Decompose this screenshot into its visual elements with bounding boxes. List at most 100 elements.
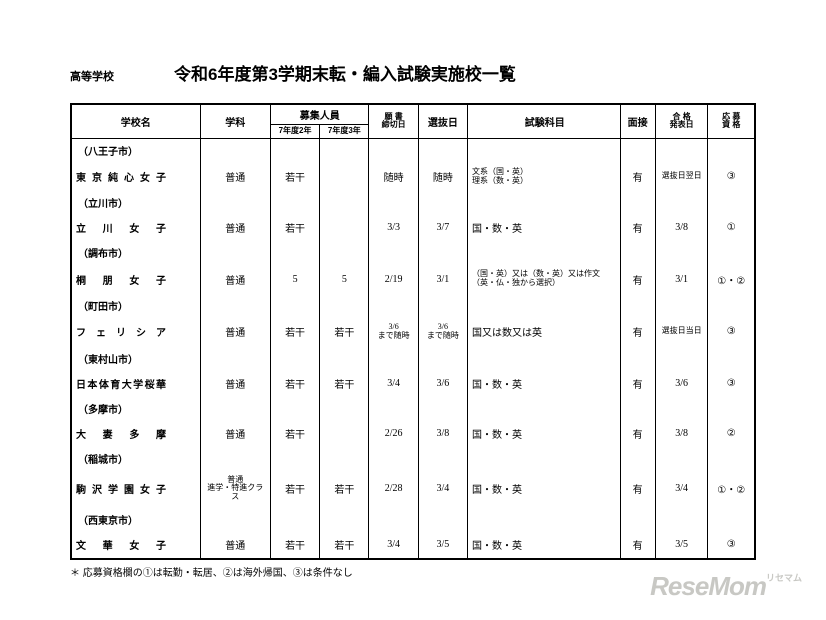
empty-cell bbox=[655, 294, 708, 317]
empty-cell bbox=[655, 241, 708, 264]
cell-interview: 有 bbox=[620, 370, 655, 397]
cell-result: 3/8 bbox=[655, 214, 708, 241]
cell-cap2: 若干 bbox=[270, 420, 319, 447]
col-subjects: 試験科目 bbox=[468, 104, 621, 138]
school-type-label: 高等学校 bbox=[70, 68, 114, 84]
empty-cell bbox=[369, 241, 418, 264]
cell-dept: 普通 bbox=[200, 162, 270, 192]
cell-dept: 普通 bbox=[200, 214, 270, 241]
empty-cell bbox=[468, 191, 621, 214]
col-dept: 学科 bbox=[200, 104, 270, 138]
cell-subjects: 国・数・英 bbox=[468, 531, 621, 559]
cell-selection: 随時 bbox=[418, 162, 467, 192]
city-cell: （調布市） bbox=[71, 241, 200, 264]
cell-result: 3/5 bbox=[655, 531, 708, 559]
empty-cell bbox=[270, 241, 319, 264]
empty-cell bbox=[270, 508, 319, 531]
cell-cap2: 5 bbox=[270, 264, 319, 294]
watermark: ReseMomリセマム bbox=[650, 571, 802, 602]
city-row: （立川市） bbox=[71, 191, 755, 214]
city-row: （稲城市） bbox=[71, 447, 755, 470]
empty-cell bbox=[270, 347, 319, 370]
empty-cell bbox=[418, 241, 467, 264]
table-row: 駒沢学園女子普通 進学・特進クラス若干若干2/283/4国・数・英有3/4①・② bbox=[71, 470, 755, 508]
col-selection: 選抜日 bbox=[418, 104, 467, 138]
cell-subjects: 国・数・英 bbox=[468, 420, 621, 447]
cell-interview: 有 bbox=[620, 531, 655, 559]
empty-cell bbox=[468, 508, 621, 531]
empty-cell bbox=[200, 191, 270, 214]
city-cell: （西東京市） bbox=[71, 508, 200, 531]
empty-cell bbox=[270, 397, 319, 420]
cell-qual: ③ bbox=[708, 317, 755, 347]
empty-cell bbox=[620, 508, 655, 531]
empty-cell bbox=[369, 397, 418, 420]
empty-cell bbox=[708, 191, 755, 214]
col-qualification: 応 募 資 格 bbox=[708, 104, 755, 138]
empty-cell bbox=[418, 294, 467, 317]
cell-deadline: 3/4 bbox=[369, 531, 418, 559]
col-capacity: 募集人員 bbox=[270, 104, 369, 125]
cell-cap2: 若干 bbox=[270, 317, 319, 347]
empty-cell bbox=[620, 191, 655, 214]
cell-selection: 3/6 まで随時 bbox=[418, 317, 467, 347]
empty-cell bbox=[320, 294, 369, 317]
empty-cell bbox=[620, 138, 655, 162]
cell-deadline: 3/3 bbox=[369, 214, 418, 241]
cell-qual: ③ bbox=[708, 162, 755, 192]
empty-cell bbox=[468, 294, 621, 317]
cell-cap3: 若干 bbox=[320, 470, 369, 508]
empty-cell bbox=[655, 397, 708, 420]
empty-cell bbox=[270, 447, 319, 470]
empty-cell bbox=[620, 447, 655, 470]
cell-cap2: 若干 bbox=[270, 370, 319, 397]
empty-cell bbox=[468, 447, 621, 470]
header-row: 高等学校 令和6年度第3学期末転・編入試験実施校一覧 bbox=[70, 60, 756, 85]
city-row: （西東京市） bbox=[71, 508, 755, 531]
cell-deadline: 2/19 bbox=[369, 264, 418, 294]
cell-interview: 有 bbox=[620, 420, 655, 447]
empty-cell bbox=[655, 138, 708, 162]
empty-cell bbox=[270, 294, 319, 317]
empty-cell bbox=[418, 447, 467, 470]
table-row: 大 妻 多 摩普通若干2/263/8国・数・英有3/8② bbox=[71, 420, 755, 447]
city-row: （八王子市） bbox=[71, 138, 755, 162]
cell-interview: 有 bbox=[620, 264, 655, 294]
empty-cell bbox=[418, 397, 467, 420]
cell-dept: 普通 進学・特進クラス bbox=[200, 470, 270, 508]
cell-cap3: 若干 bbox=[320, 317, 369, 347]
cell-selection: 3/4 bbox=[418, 470, 467, 508]
cell-school-name: 日本体育大学桜華 bbox=[71, 370, 200, 397]
empty-cell bbox=[468, 138, 621, 162]
table-row: 文 華 女 子普通若干若干3/43/5国・数・英有3/5③ bbox=[71, 531, 755, 559]
empty-cell bbox=[708, 241, 755, 264]
empty-cell bbox=[369, 508, 418, 531]
col-deadline: 願 書 締切日 bbox=[369, 104, 418, 138]
cell-dept: 普通 bbox=[200, 531, 270, 559]
empty-cell bbox=[200, 508, 270, 531]
cell-deadline: 3/4 bbox=[369, 370, 418, 397]
empty-cell bbox=[468, 397, 621, 420]
cell-deadline: 随時 bbox=[369, 162, 418, 192]
empty-cell bbox=[320, 191, 369, 214]
cell-school-name: フ ェ リ シ ア bbox=[71, 317, 200, 347]
cell-selection: 3/7 bbox=[418, 214, 467, 241]
cell-cap3 bbox=[320, 214, 369, 241]
empty-cell bbox=[708, 138, 755, 162]
cell-school-name: 大 妻 多 摩 bbox=[71, 420, 200, 447]
empty-cell bbox=[200, 294, 270, 317]
empty-cell bbox=[708, 294, 755, 317]
empty-cell bbox=[200, 447, 270, 470]
cell-interview: 有 bbox=[620, 162, 655, 192]
cell-school-name: 立 川 女 子 bbox=[71, 214, 200, 241]
cell-qual: ② bbox=[708, 420, 755, 447]
empty-cell bbox=[320, 138, 369, 162]
empty-cell bbox=[655, 347, 708, 370]
cell-subjects: （国・英）又は（数・英）又は作文 （英・仏・独から選択） bbox=[468, 264, 621, 294]
cell-interview: 有 bbox=[620, 470, 655, 508]
cell-cap3: 若干 bbox=[320, 370, 369, 397]
cell-subjects: 国・数・英 bbox=[468, 214, 621, 241]
cell-selection: 3/1 bbox=[418, 264, 467, 294]
cell-cap3 bbox=[320, 420, 369, 447]
empty-cell bbox=[468, 347, 621, 370]
